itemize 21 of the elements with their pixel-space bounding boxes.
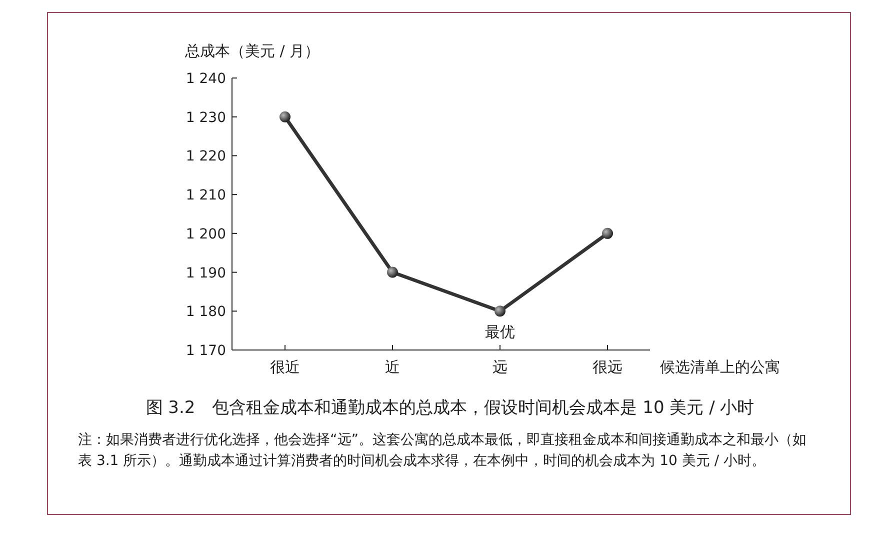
x-axis-title: 候选清单上的公寓 <box>660 358 780 376</box>
text: 图 3.2 包含租金成本和通勤成本的总成本，假设时间机会成本是 10 美元 / 小时 <box>146 398 754 418</box>
point <box>494 306 506 317</box>
y-tick-label: 1 170 <box>186 343 226 359</box>
annotation: 最优 <box>485 323 515 342</box>
point <box>387 266 398 278</box>
y-tick-label: 1 220 <box>186 148 226 165</box>
y-tick-label: 1 180 <box>186 304 226 320</box>
x-tick-label: 很远 <box>592 358 622 376</box>
y-tick-label: 1 190 <box>186 265 226 282</box>
y-axis-title: 总成本（美元 / 月） <box>184 42 320 60</box>
x-tick-label: 远 <box>492 358 508 376</box>
x-tick-label: 近 <box>385 358 400 376</box>
point <box>280 111 290 122</box>
x-tick-label: 很近 <box>270 358 300 376</box>
point <box>602 228 613 239</box>
y-tick-label: 1 240 <box>186 71 226 87</box>
y-tick-label: 1 230 <box>186 110 226 126</box>
y-tick-label: 1 210 <box>186 188 226 204</box>
text: 注：如果消费者进行优化选择，他会选择“远”。这套公寓的总成本最低，即直接租金成本和间接通勤成本之和最小（如表 3.1 所示）。通勤成本通过计算消费者的时间机会成本求得，在本例中，时间的机会成本为 10 美元 / 小时。 <box>78 432 807 469</box>
y-tick-label: 1 200 <box>186 226 226 242</box>
